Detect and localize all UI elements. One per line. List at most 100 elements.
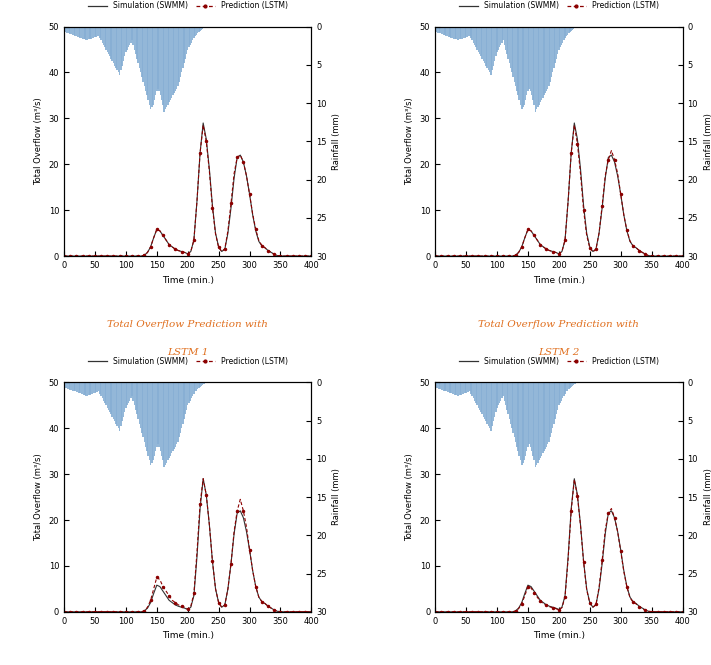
Bar xyxy=(176,382,177,444)
Bar xyxy=(570,382,572,387)
Bar xyxy=(550,27,552,77)
Bar xyxy=(501,27,503,43)
Bar xyxy=(90,27,92,39)
Bar xyxy=(574,382,576,384)
Bar xyxy=(491,382,493,426)
Bar xyxy=(565,382,566,394)
Bar xyxy=(77,382,78,392)
Bar xyxy=(451,382,453,394)
Bar xyxy=(495,27,496,57)
Bar xyxy=(80,27,82,38)
Legend: Simulation (SWMM), Prediction (LSTM): Simulation (SWMM), Prediction (LSTM) xyxy=(456,0,662,13)
Bar xyxy=(87,382,88,396)
Bar xyxy=(177,382,178,442)
Bar xyxy=(132,382,134,401)
Bar xyxy=(166,27,168,107)
Bar xyxy=(202,27,203,29)
Bar xyxy=(139,27,140,68)
Bar xyxy=(149,27,150,104)
Bar xyxy=(119,27,120,74)
Bar xyxy=(480,382,481,412)
Simulation (SWMM) xyxy=(218,603,226,611)
Bar xyxy=(108,382,109,410)
Bar xyxy=(117,382,119,428)
Bar xyxy=(555,27,556,63)
Bar xyxy=(470,382,472,394)
Bar xyxy=(520,382,521,460)
Bar xyxy=(162,382,164,460)
Bar xyxy=(160,27,161,96)
Bar xyxy=(70,382,73,390)
Bar xyxy=(75,382,77,392)
Simulation (SWMM) xyxy=(264,602,272,610)
Simulation (SWMM) xyxy=(589,603,597,611)
Bar xyxy=(171,27,172,98)
Bar xyxy=(468,382,469,392)
Bar xyxy=(150,27,151,109)
Bar xyxy=(98,382,100,392)
Bar xyxy=(197,27,198,33)
Prediction (LSTM) xyxy=(276,608,284,616)
Bar xyxy=(88,382,90,395)
Bar xyxy=(179,27,181,77)
Bar xyxy=(184,27,186,59)
Bar xyxy=(521,27,523,109)
Bar xyxy=(441,382,442,390)
Simulation (SWMM) xyxy=(196,149,204,157)
Legend: Simulation (SWMM), Prediction (LSTM): Simulation (SWMM), Prediction (LSTM) xyxy=(85,0,291,13)
Bar xyxy=(127,382,128,405)
Bar xyxy=(531,27,533,96)
Bar xyxy=(179,382,181,433)
Bar xyxy=(498,27,501,47)
Bar xyxy=(154,382,155,456)
Bar xyxy=(536,382,538,465)
Bar xyxy=(146,382,148,451)
Bar xyxy=(65,382,66,388)
Bar xyxy=(159,382,160,447)
Bar xyxy=(508,27,509,59)
Bar xyxy=(75,27,77,36)
Bar xyxy=(162,27,164,104)
Bar xyxy=(491,27,493,70)
Bar xyxy=(563,27,565,41)
Bar xyxy=(107,382,108,408)
Bar xyxy=(124,27,125,57)
Bar xyxy=(75,27,76,36)
Bar xyxy=(543,27,545,96)
Bar xyxy=(164,27,165,112)
Bar xyxy=(139,382,140,424)
Bar xyxy=(114,382,115,422)
Bar xyxy=(485,382,486,422)
Prediction (LSTM) xyxy=(307,252,316,260)
Bar xyxy=(498,27,499,50)
Bar xyxy=(109,27,110,57)
Bar xyxy=(488,382,489,426)
Bar xyxy=(500,27,501,45)
Y-axis label: Rainfall (mm): Rainfall (mm) xyxy=(704,469,711,525)
Bar xyxy=(93,27,95,38)
Bar xyxy=(117,382,118,426)
Bar xyxy=(102,27,103,43)
Bar xyxy=(548,382,550,442)
Bar xyxy=(523,27,525,104)
Bar xyxy=(531,382,533,451)
Bar xyxy=(513,382,515,438)
Bar xyxy=(176,27,177,88)
Bar xyxy=(88,27,90,39)
Bar xyxy=(532,27,534,100)
Bar xyxy=(137,27,139,63)
Bar xyxy=(568,382,570,389)
Bar xyxy=(527,382,529,447)
Bar xyxy=(145,382,146,447)
Bar xyxy=(157,382,159,444)
Bar xyxy=(113,382,114,419)
Simulation (SWMM) xyxy=(264,247,272,255)
Simulation (SWMM) xyxy=(567,505,575,513)
Bar xyxy=(448,382,449,392)
Bar xyxy=(525,27,526,100)
Prediction (LSTM) xyxy=(431,608,439,616)
Bar xyxy=(85,382,87,396)
Prediction (LSTM) xyxy=(196,500,204,508)
Bar xyxy=(105,27,107,50)
Bar xyxy=(466,382,468,392)
